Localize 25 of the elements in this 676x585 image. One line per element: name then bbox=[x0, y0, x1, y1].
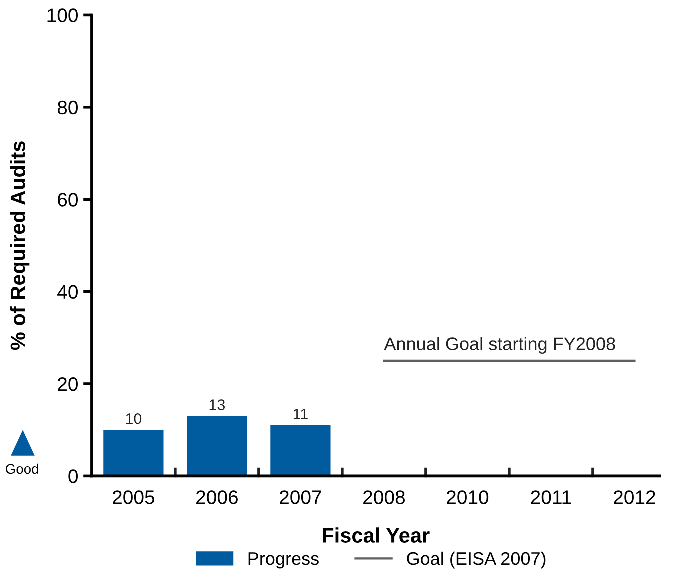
x-tick-label: 2011 bbox=[531, 490, 572, 504]
y-tick-label: 100 bbox=[48, 8, 78, 22]
x-tick-label: 2008 bbox=[364, 490, 405, 504]
bar bbox=[104, 430, 164, 476]
y-tick-label: 80 bbox=[58, 100, 78, 115]
text: Good bbox=[6, 464, 38, 474]
data-label: 13 bbox=[210, 400, 226, 410]
x-tick-label: 2007 bbox=[280, 490, 322, 504]
x-axis-title: Fiscal Year bbox=[322, 528, 430, 543]
data-label: 11 bbox=[294, 409, 308, 420]
x-tick-label: 2012 bbox=[614, 490, 656, 504]
bar bbox=[187, 416, 248, 476]
data-label: 10 bbox=[126, 413, 142, 424]
y-tick-label: 20 bbox=[58, 377, 78, 392]
annotation: Annual Goal starting FY2008 bbox=[384, 337, 616, 354]
y-tick-label: 60 bbox=[58, 193, 78, 207]
legend-label: Progress bbox=[248, 552, 319, 569]
x-tick-label: 2006 bbox=[196, 490, 238, 504]
legend-label: Goal (EISA 2007) bbox=[407, 552, 546, 569]
x-tick-label: 2010 bbox=[447, 490, 489, 504]
x-tick-label: 2005 bbox=[113, 490, 155, 504]
y-tick-label: 0 bbox=[68, 470, 78, 484]
y-axis-title: % of Required Audits bbox=[10, 142, 30, 350]
y-tick-label: 40 bbox=[58, 285, 78, 300]
bar bbox=[270, 425, 331, 476]
